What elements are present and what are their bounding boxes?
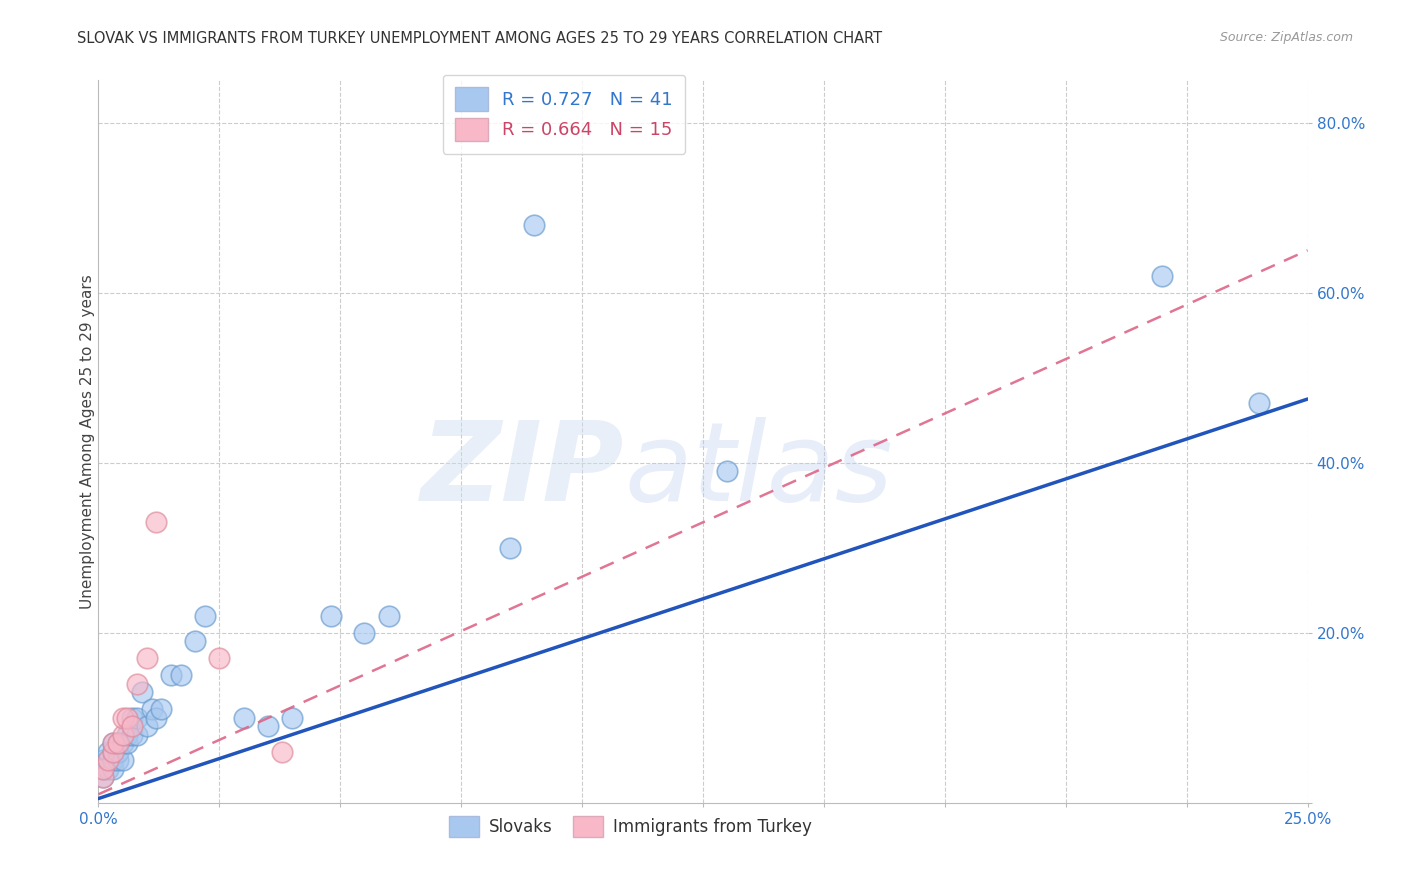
Point <box>141 702 163 716</box>
Point <box>101 736 124 750</box>
Point <box>97 745 120 759</box>
Point <box>107 736 129 750</box>
Point <box>111 753 134 767</box>
Point <box>498 541 520 555</box>
Point <box>319 608 342 623</box>
Point <box>111 711 134 725</box>
Point <box>145 516 167 530</box>
Point <box>145 711 167 725</box>
Point <box>121 728 143 742</box>
Legend: Slovaks, Immigrants from Turkey: Slovaks, Immigrants from Turkey <box>437 804 824 848</box>
Point <box>523 218 546 232</box>
Point <box>150 702 173 716</box>
Y-axis label: Unemployment Among Ages 25 to 29 years: Unemployment Among Ages 25 to 29 years <box>80 274 94 609</box>
Point <box>97 753 120 767</box>
Point <box>135 719 157 733</box>
Point <box>101 745 124 759</box>
Point <box>91 770 114 784</box>
Point <box>135 651 157 665</box>
Point <box>131 685 153 699</box>
Point <box>107 753 129 767</box>
Text: atlas: atlas <box>624 417 893 524</box>
Point <box>127 711 149 725</box>
Point <box>97 762 120 776</box>
Point <box>91 753 114 767</box>
Point <box>91 762 114 776</box>
Point <box>107 736 129 750</box>
Point <box>91 762 114 776</box>
Point <box>377 608 399 623</box>
Point <box>121 719 143 733</box>
Point <box>97 753 120 767</box>
Text: Source: ZipAtlas.com: Source: ZipAtlas.com <box>1219 31 1353 45</box>
Point <box>232 711 254 725</box>
Point <box>101 753 124 767</box>
Point <box>208 651 231 665</box>
Point <box>117 736 139 750</box>
Point <box>101 762 124 776</box>
Point <box>117 728 139 742</box>
Point <box>271 745 294 759</box>
Point <box>111 736 134 750</box>
Point <box>101 745 124 759</box>
Point <box>1249 396 1271 410</box>
Point <box>107 745 129 759</box>
Point <box>194 608 217 623</box>
Point <box>1152 268 1174 283</box>
Point <box>101 736 124 750</box>
Point <box>256 719 278 733</box>
Point <box>91 770 114 784</box>
Point <box>160 668 183 682</box>
Text: ZIP: ZIP <box>420 417 624 524</box>
Point <box>127 677 149 691</box>
Point <box>353 625 375 640</box>
Point <box>184 634 207 648</box>
Point <box>169 668 191 682</box>
Point <box>117 711 139 725</box>
Point <box>716 464 738 478</box>
Point <box>127 728 149 742</box>
Point <box>111 728 134 742</box>
Point <box>281 711 304 725</box>
Text: SLOVAK VS IMMIGRANTS FROM TURKEY UNEMPLOYMENT AMONG AGES 25 TO 29 YEARS CORRELAT: SLOVAK VS IMMIGRANTS FROM TURKEY UNEMPLO… <box>77 31 883 46</box>
Point <box>121 711 143 725</box>
